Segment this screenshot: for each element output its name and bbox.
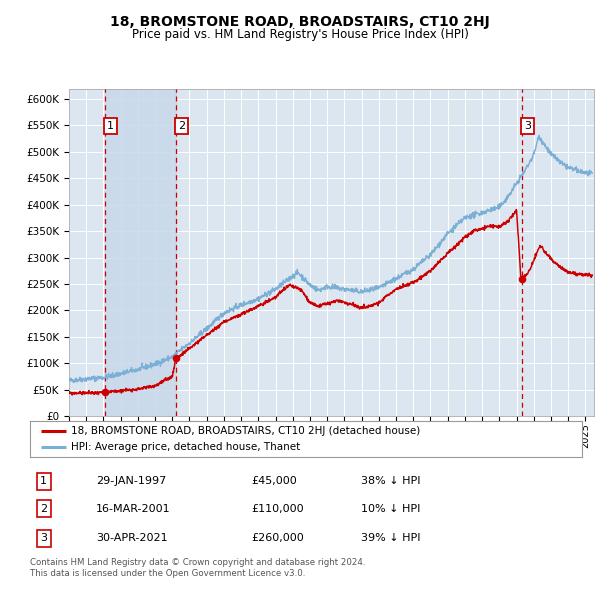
Text: 39% ↓ HPI: 39% ↓ HPI <box>361 533 421 543</box>
Text: Price paid vs. HM Land Registry's House Price Index (HPI): Price paid vs. HM Land Registry's House … <box>131 28 469 41</box>
Text: 10% ↓ HPI: 10% ↓ HPI <box>361 504 421 514</box>
Text: 1: 1 <box>40 477 47 486</box>
Text: Contains HM Land Registry data © Crown copyright and database right 2024.: Contains HM Land Registry data © Crown c… <box>30 558 365 566</box>
Text: HPI: Average price, detached house, Thanet: HPI: Average price, detached house, Than… <box>71 442 301 453</box>
Text: 2: 2 <box>40 504 47 514</box>
Text: 30-APR-2021: 30-APR-2021 <box>96 533 168 543</box>
Text: 38% ↓ HPI: 38% ↓ HPI <box>361 477 421 486</box>
Text: 16-MAR-2001: 16-MAR-2001 <box>96 504 171 514</box>
Text: £260,000: £260,000 <box>251 533 304 543</box>
Text: 18, BROMSTONE ROAD, BROADSTAIRS, CT10 2HJ (detached house): 18, BROMSTONE ROAD, BROADSTAIRS, CT10 2H… <box>71 425 421 435</box>
Text: This data is licensed under the Open Government Licence v3.0.: This data is licensed under the Open Gov… <box>30 569 305 578</box>
Text: 1: 1 <box>107 121 114 131</box>
Text: £45,000: £45,000 <box>251 477 296 486</box>
Text: 2: 2 <box>178 121 185 131</box>
Bar <box>105 88 176 416</box>
Text: 3: 3 <box>524 121 531 131</box>
Text: 29-JAN-1997: 29-JAN-1997 <box>96 477 166 486</box>
Text: 3: 3 <box>40 533 47 543</box>
Text: 18, BROMSTONE ROAD, BROADSTAIRS, CT10 2HJ: 18, BROMSTONE ROAD, BROADSTAIRS, CT10 2H… <box>110 15 490 30</box>
Text: £110,000: £110,000 <box>251 504 304 514</box>
